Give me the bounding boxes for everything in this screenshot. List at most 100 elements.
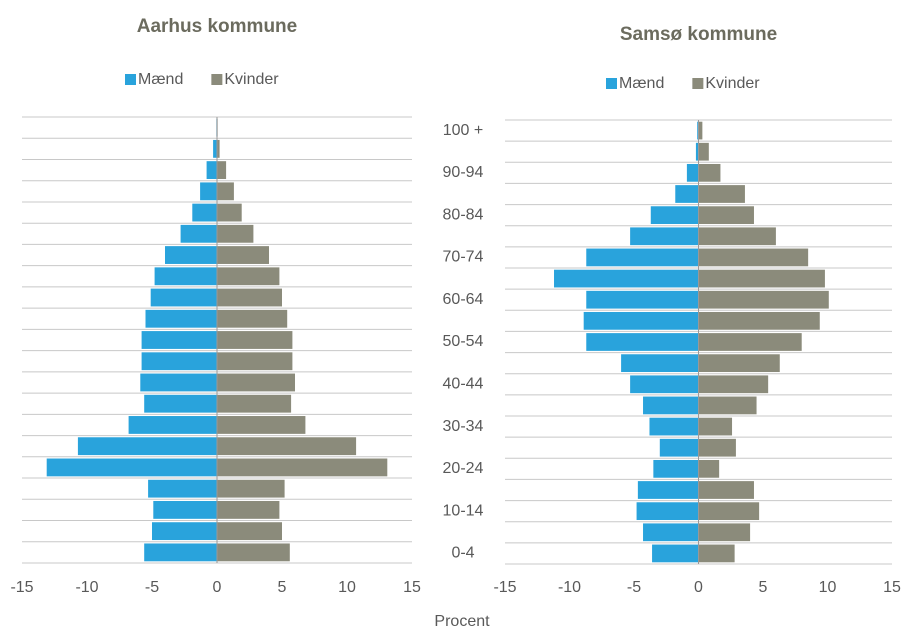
y-tick-label: 70-74 (443, 249, 484, 266)
x-tick-label: -15 (493, 579, 516, 596)
x-tick-label: -10 (75, 579, 98, 596)
bar (698, 227, 776, 246)
bar (140, 373, 217, 392)
bar (630, 227, 699, 246)
bar (697, 121, 699, 140)
bar (217, 203, 242, 222)
bar (200, 182, 217, 201)
bar (675, 185, 699, 203)
bar (150, 288, 217, 307)
y-tick-label: 30-34 (443, 418, 484, 435)
x-tick-label: -5 (627, 579, 641, 596)
bar (636, 502, 699, 521)
bar (153, 500, 217, 519)
bar (652, 544, 699, 563)
bar (128, 416, 217, 434)
bar (630, 375, 699, 394)
bar (698, 354, 780, 373)
legend-label: Kvinder (705, 75, 760, 92)
legend-swatch (692, 78, 704, 89)
bar (659, 438, 699, 457)
x-tick-label: -5 (145, 579, 159, 596)
x-tick-label: -15 (10, 579, 33, 596)
y-tick-label: 10-14 (443, 502, 484, 519)
y-tick-label: 60-64 (443, 291, 484, 308)
bar (46, 458, 218, 477)
bar (698, 185, 745, 203)
bar (698, 544, 735, 563)
bar (217, 479, 285, 498)
bar (698, 333, 802, 351)
x-tick-label: 0 (213, 579, 222, 596)
bar (192, 203, 217, 222)
bar (154, 267, 217, 286)
bar (637, 481, 699, 499)
chart-title: Samsø kommune (620, 24, 777, 45)
bar (698, 375, 769, 394)
bar (650, 206, 699, 225)
bar (217, 437, 357, 456)
bar (217, 224, 254, 243)
bar (698, 459, 720, 478)
y-tick-label: 0-4 (451, 545, 474, 562)
bar (217, 139, 220, 158)
bar (586, 248, 699, 267)
bar (698, 163, 721, 182)
bar (217, 373, 295, 392)
bar (141, 352, 217, 371)
bar (653, 459, 699, 478)
bar (144, 543, 217, 562)
bar (217, 182, 234, 201)
x-tick-label: 10 (819, 579, 837, 596)
bar (217, 458, 388, 477)
bar (554, 269, 699, 288)
bar (643, 523, 699, 542)
y-tick-label: 100 + (443, 122, 483, 139)
bar (698, 269, 825, 288)
legend-swatch (125, 74, 136, 85)
bar (698, 417, 733, 436)
bar (77, 437, 218, 456)
bar (217, 161, 227, 180)
x-tick-label: 5 (759, 579, 768, 596)
x-tick-label: 5 (278, 579, 287, 596)
x-tick-label: 15 (403, 579, 421, 596)
bar (217, 543, 290, 562)
bar (217, 500, 280, 519)
bar (695, 142, 699, 161)
bar (217, 267, 280, 286)
chart-title: Aarhus kommune (137, 16, 297, 37)
bar (152, 522, 217, 541)
bar (686, 163, 699, 182)
bar (698, 121, 703, 140)
bar (165, 246, 217, 264)
bar (586, 290, 699, 309)
y-tick-label: 40-44 (443, 376, 484, 393)
bar (698, 438, 736, 457)
bar (698, 396, 757, 415)
x-axis-label: Procent (434, 613, 490, 630)
bar (698, 248, 809, 267)
x-tick-label: 10 (338, 579, 356, 596)
bar (148, 479, 217, 498)
x-tick-label: -10 (558, 579, 581, 596)
x-tick-label: 15 (883, 579, 901, 596)
bar (621, 354, 699, 373)
legend-label: Mænd (619, 75, 664, 92)
legend-swatch (606, 78, 617, 89)
y-tick-label: 50-54 (443, 333, 484, 350)
bar (145, 309, 217, 328)
bar (698, 311, 820, 330)
bar (643, 396, 699, 415)
bar (206, 161, 217, 180)
y-tick-label: 80-84 (443, 206, 484, 223)
bar (213, 139, 217, 158)
bar (649, 417, 699, 436)
bar (217, 331, 293, 349)
bar (698, 206, 754, 225)
bar (144, 394, 217, 413)
bar (217, 246, 269, 264)
bar (217, 309, 288, 328)
bar (698, 142, 709, 161)
y-tick-label: 90-94 (443, 164, 484, 181)
